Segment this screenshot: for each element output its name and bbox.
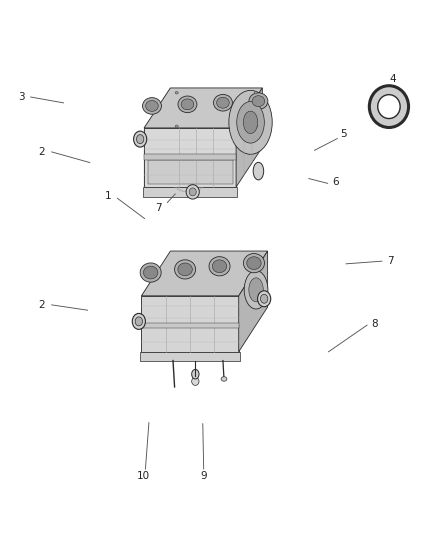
Ellipse shape [221,377,227,381]
Polygon shape [239,251,268,352]
Ellipse shape [244,254,265,273]
Polygon shape [144,88,262,128]
Ellipse shape [254,92,258,94]
Ellipse shape [378,95,400,118]
Text: 6: 6 [332,177,339,187]
Ellipse shape [261,294,268,303]
Ellipse shape [249,278,263,302]
Ellipse shape [135,317,142,326]
Ellipse shape [146,101,158,111]
Ellipse shape [217,98,229,108]
Ellipse shape [137,135,144,143]
Text: 2: 2 [38,147,45,157]
Ellipse shape [192,369,199,379]
Polygon shape [148,160,233,184]
Text: 10: 10 [137,471,150,481]
Ellipse shape [244,111,258,134]
Polygon shape [144,88,170,187]
Ellipse shape [175,260,196,279]
Ellipse shape [175,125,178,127]
Ellipse shape [186,185,199,199]
Ellipse shape [247,257,261,270]
Text: 2: 2 [38,300,45,310]
Text: 7: 7 [155,203,162,213]
Text: 5: 5 [340,130,347,139]
Ellipse shape [253,162,264,180]
Polygon shape [141,251,268,296]
Ellipse shape [237,102,265,143]
Ellipse shape [178,96,197,112]
Ellipse shape [249,93,268,109]
Ellipse shape [258,291,271,307]
Polygon shape [140,352,240,361]
Ellipse shape [142,98,162,114]
Ellipse shape [175,92,178,94]
Text: 9: 9 [200,471,207,481]
Ellipse shape [181,99,194,110]
Polygon shape [141,322,239,328]
Ellipse shape [229,90,272,155]
Text: 7: 7 [387,256,394,266]
Polygon shape [141,296,239,352]
Ellipse shape [209,257,230,276]
Ellipse shape [254,125,258,127]
Ellipse shape [134,131,147,147]
Ellipse shape [140,263,161,282]
Ellipse shape [192,377,199,385]
Polygon shape [141,273,156,352]
Text: 4: 4 [389,74,396,84]
Ellipse shape [144,266,158,279]
Text: 3: 3 [18,92,25,102]
Ellipse shape [244,271,268,309]
Text: 8: 8 [371,319,378,328]
Ellipse shape [178,263,192,276]
Polygon shape [236,88,262,187]
Polygon shape [143,187,237,197]
Ellipse shape [132,313,145,329]
Ellipse shape [213,94,233,111]
Polygon shape [144,154,236,160]
Text: 1: 1 [105,191,112,201]
Ellipse shape [212,260,227,273]
Ellipse shape [252,96,265,107]
Ellipse shape [189,188,196,196]
Ellipse shape [369,86,409,127]
Polygon shape [144,128,236,187]
